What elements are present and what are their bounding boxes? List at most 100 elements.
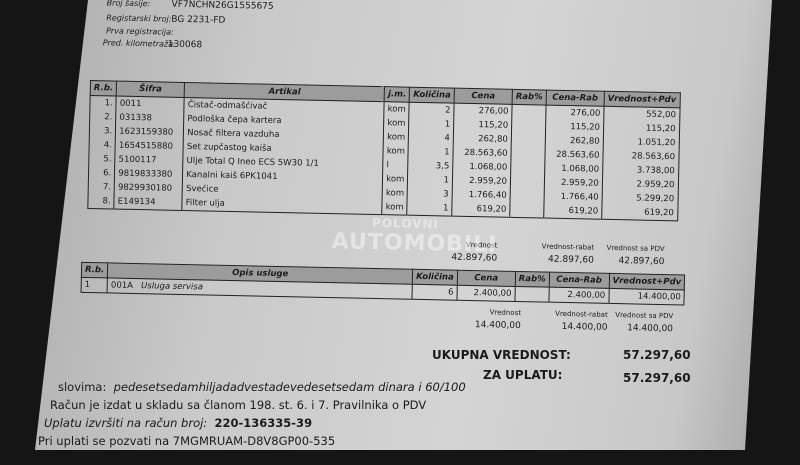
cell: 619,20: [601, 204, 678, 221]
cell: 1: [81, 277, 108, 293]
cell: 6: [412, 284, 458, 301]
col-header: j.m.: [384, 86, 410, 103]
cell: 8.: [87, 193, 115, 210]
cell: [510, 174, 545, 190]
cell: 9829930180: [114, 180, 183, 196]
services-table: R.b. Opis usluge Količina Cena Rab% Cena…: [80, 261, 686, 306]
sum-label: Vrednost-rabat: [541, 242, 595, 252]
cell: 2.959,20: [602, 176, 679, 193]
km-label: Pred. kilometraža:: [102, 38, 176, 49]
sum-label: Vrednost-rabat: [555, 309, 608, 319]
col-header: Količina: [412, 269, 458, 286]
amount-in-words: slovima: pedesetsedamhiljadadvestadevede…: [58, 380, 466, 394]
cell: 3: [407, 186, 453, 202]
sum-label: Vrednost: [489, 308, 522, 318]
cell: 2.: [89, 110, 117, 125]
cell: 28.563,60: [452, 145, 512, 161]
service-desc: Usluga servisa: [140, 281, 204, 293]
cell: 1.068,00: [544, 161, 603, 177]
cell: 031338: [115, 110, 185, 126]
cell: 1.068,00: [452, 159, 511, 175]
total-value: 57.297,60: [623, 348, 691, 362]
invoice-paper: [35, 0, 772, 450]
services-sum-rabat: Vrednost-rabat 14.400,00: [555, 310, 608, 333]
sum-value: 42.897,60: [547, 254, 594, 266]
cell: 115,20: [453, 117, 512, 133]
sum-value: 14.400,00: [627, 323, 674, 335]
cell: 276,00: [545, 105, 604, 121]
col-header: Cena-Rab: [548, 272, 610, 289]
col-header: Šifra: [116, 81, 185, 98]
cell: 4: [408, 130, 454, 146]
cell: 2: [409, 102, 455, 118]
cell: 1.: [89, 95, 117, 111]
account-number: 220-136335-39: [214, 416, 313, 430]
cell: 14.400,00: [608, 288, 685, 305]
cell: 552,00: [603, 106, 680, 123]
cell: 9819833380: [114, 166, 183, 182]
cell: kom: [382, 186, 408, 201]
cell: [509, 202, 544, 219]
payment-reference: Pri uplati se pozvati na 7MGMRUAM-D8V8GP…: [38, 434, 336, 448]
cell: 7.: [88, 179, 115, 195]
cell: 1.766,40: [452, 187, 511, 203]
cell: 2.400,00: [456, 285, 516, 302]
cell: 262,80: [545, 133, 604, 149]
to-pay-value: 57.297,60: [623, 371, 691, 385]
col-header: Cena-Rab: [545, 90, 605, 107]
cell: 262,80: [453, 131, 512, 147]
col-header: Cena: [454, 88, 513, 105]
reg-value: BG 2231-FD: [171, 14, 226, 26]
cell: 6.: [88, 165, 115, 181]
items-sum-rabat: Vrednost-rabat 42.897,60: [541, 242, 595, 266]
cell: [511, 118, 546, 134]
cell: 5.: [88, 151, 116, 167]
cell: 1654515880: [115, 138, 184, 154]
cell: [514, 286, 549, 303]
cell: kom: [383, 116, 410, 131]
sum-label: Vrednost sa PDV: [615, 311, 674, 321]
sum-label: Vrednost sa PDV: [606, 243, 665, 254]
services-sum-vrednost: Vrednost 14.400,00: [475, 308, 521, 331]
account-label: Uplatu izvršiti na račun broj:: [44, 416, 208, 430]
to-pay-label: ZA UPLATU:: [483, 368, 563, 382]
cell: [510, 146, 546, 162]
col-header: Rab%: [512, 89, 547, 106]
first-reg-label: Prva registracija:: [105, 26, 174, 37]
cell: l: [382, 158, 409, 173]
col-header: Količina: [409, 87, 455, 104]
sum-value: 14.400,00: [561, 321, 608, 333]
watermark-logo: POLOVNI AUTOMOBILI: [331, 212, 498, 258]
words-value: pedesetsedamhiljadadvestadevedesetsedam …: [113, 380, 466, 394]
items-sum-pdv: Vrednost sa PDV 42.897,60: [606, 243, 665, 267]
cell: kom: [383, 130, 409, 145]
cell: kom: [384, 101, 410, 117]
cell: 115,20: [545, 119, 604, 135]
col-header: Vrednost+Pdv: [603, 91, 680, 108]
service-code: 001A: [110, 280, 134, 291]
km-value: 130068: [167, 39, 203, 51]
cell: kom: [383, 144, 409, 159]
cell: [511, 132, 546, 148]
col-header: Rab%: [515, 271, 550, 288]
km-row: Pred. kilometraža: 130068: [102, 38, 203, 50]
reg-label: Registarski broj:: [106, 13, 172, 24]
cell: 1.766,40: [543, 189, 603, 205]
col-header: R.b.: [81, 262, 108, 278]
col-header: R.b.: [90, 80, 117, 97]
sum-value: 14.400,00: [474, 320, 521, 332]
watermark-line2: AUTOMOBILI: [331, 229, 498, 258]
cell: 5100117: [114, 152, 184, 168]
cell: [511, 104, 546, 120]
chassis-value: VF7NCHN26G1555675: [171, 0, 274, 12]
cell: 619,20: [543, 203, 602, 220]
cell: E149134: [114, 194, 183, 211]
services-sum-pdv: Vrednost sa PDV 14.400,00: [615, 311, 673, 334]
cell: 5.299,20: [601, 190, 678, 207]
cell: 1623159380: [115, 124, 184, 140]
cell: 1: [408, 116, 454, 132]
reg-row: Registarski broj: BG 2231-FD: [106, 13, 225, 25]
cell: [510, 160, 545, 176]
cell: [510, 188, 545, 204]
account-row: Uplatu izvršiti na račun broj: 220-13633…: [44, 416, 312, 430]
